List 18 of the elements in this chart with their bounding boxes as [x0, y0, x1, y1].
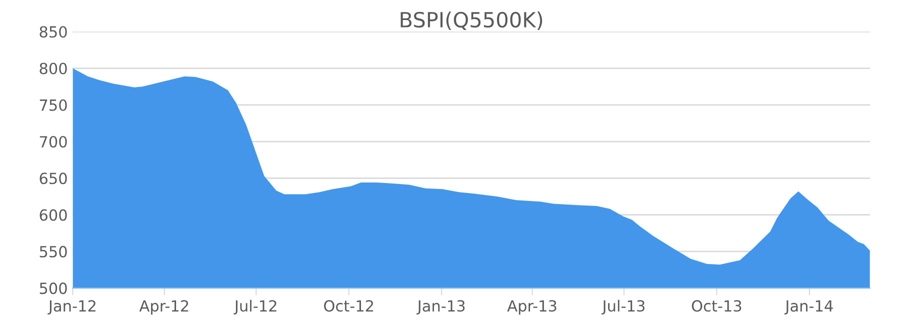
x-tick-label: Oct-13 — [692, 300, 742, 312]
y-tick-label: 550 — [40, 246, 67, 258]
y-tick-label: 650 — [40, 172, 67, 184]
y-tick-label: 500 — [40, 282, 67, 294]
x-tick-label: Jan-12 — [48, 300, 96, 315]
x-tick-label: Oct-12 — [324, 300, 374, 312]
x-tick-label: Jan-14 — [784, 300, 833, 315]
y-tick-label: 600 — [40, 209, 67, 221]
y-tick-label: 750 — [40, 99, 67, 111]
x-tick-label: Jul-12 — [234, 300, 276, 315]
chart-title: BSPI(Q5500K) — [400, 11, 542, 30]
y-tick-label: 700 — [40, 136, 67, 148]
y-tick-label: 850 — [40, 26, 67, 38]
x-tick-label: Apr-13 — [507, 300, 556, 315]
x-tick-label: Apr-12 — [139, 300, 188, 315]
x-tick-label: Jul-13 — [602, 300, 644, 315]
x-tick-label: Jan-13 — [416, 300, 465, 315]
y-tick-label: 800 — [40, 62, 67, 74]
